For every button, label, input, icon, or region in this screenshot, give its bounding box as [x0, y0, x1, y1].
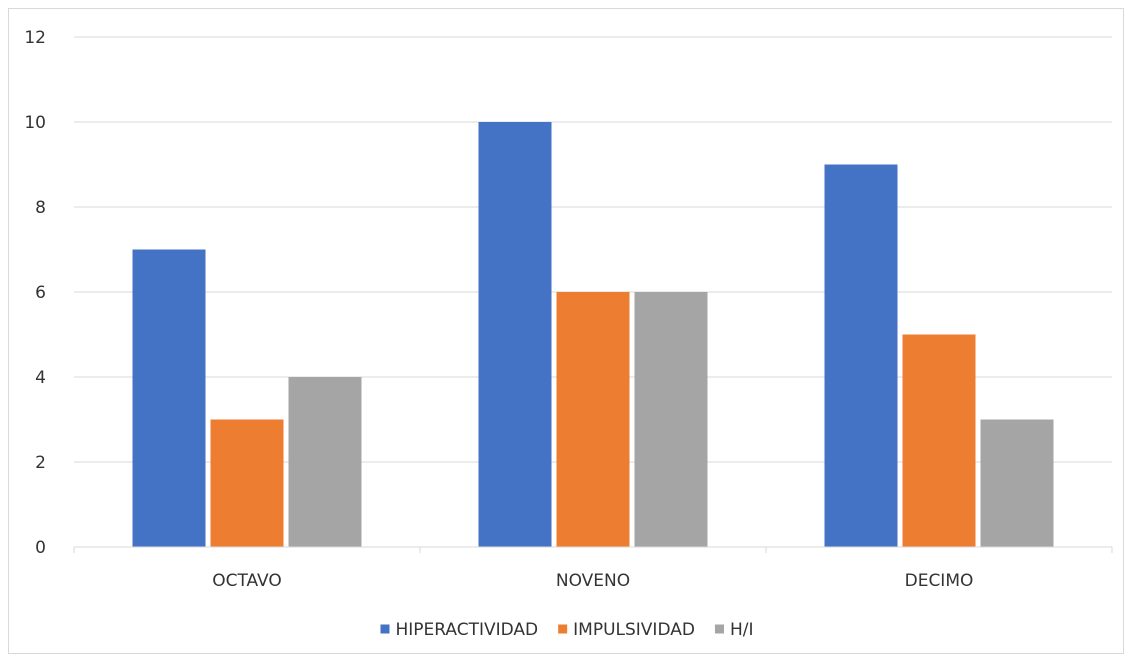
y-tick-label: 10 [24, 113, 46, 133]
x-tick-label: DECIMO [905, 571, 974, 591]
bar-h-i-noveno [634, 292, 708, 547]
legend-label: H/I [730, 620, 754, 640]
x-axis: OCTAVO NOVENO DECIMO [73, 546, 1113, 591]
y-tick-label: 4 [35, 368, 46, 388]
legend-swatch [714, 624, 724, 634]
y-axis-ticks: 0 2 4 6 8 10 12 [24, 28, 46, 558]
bar-impulsividad-noveno [556, 292, 630, 547]
y-tick-label: 8 [35, 198, 46, 218]
bar-impulsividad-decimo [902, 334, 976, 547]
x-tick-label: OCTAVO [212, 571, 282, 591]
bar-h-i-decimo [980, 419, 1054, 547]
y-tick-label: 12 [24, 28, 46, 48]
bar-impulsividad-octavo [210, 419, 284, 547]
y-tick-label: 0 [35, 538, 46, 558]
y-tick-label: 2 [35, 453, 46, 473]
legend-swatch [380, 624, 390, 634]
legend-label: IMPULSIVIDAD [573, 620, 695, 640]
y-tick-label: 6 [35, 283, 46, 303]
bar-hiperactividad-octavo [132, 249, 206, 547]
bar-h-i-octavo [288, 377, 362, 547]
legend-swatch [558, 624, 568, 634]
bars [132, 122, 1054, 547]
x-tick-label: NOVENO [556, 571, 630, 591]
bar-hiperactividad-decimo [824, 164, 898, 547]
bar-hiperactividad-noveno [478, 122, 552, 547]
legend-label: HIPERACTIVIDAD [395, 620, 538, 640]
legend: HIPERACTIVIDAD IMPULSIVIDAD H/I [380, 620, 754, 640]
